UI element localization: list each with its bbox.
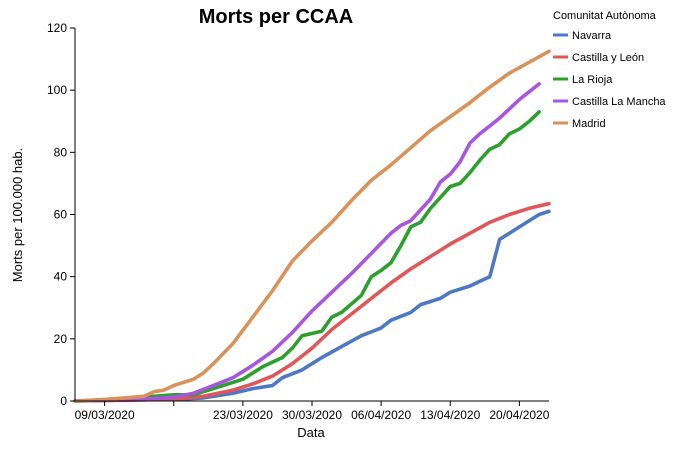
legend-label-navarra: Navarra bbox=[572, 30, 612, 42]
y-tick-label: 100 bbox=[47, 83, 67, 97]
legend: Navarra Castilla y León La Rioja Castilla L… bbox=[553, 30, 666, 130]
x-axis-title: Data bbox=[297, 425, 325, 440]
series-line-madrid bbox=[73, 49, 551, 403]
y-tick-label: 20 bbox=[54, 332, 68, 346]
x-tick-label: 09/03/2020 bbox=[75, 408, 135, 422]
series-line-navarra bbox=[73, 209, 551, 403]
y-tick-label: 80 bbox=[54, 145, 68, 159]
y-axis-ticks: 0 20 40 60 80 100 120 bbox=[47, 21, 75, 408]
y-tick-label: 60 bbox=[54, 208, 68, 222]
legend-label-la-rioja: La Rioja bbox=[572, 74, 613, 86]
x-tick-label: 13/04/2020 bbox=[420, 408, 480, 422]
y-axis-title: Morts per 100.000 hab. bbox=[10, 148, 25, 282]
x-tick-label: 30/03/2020 bbox=[282, 408, 342, 422]
y-tick-label: 0 bbox=[60, 394, 67, 408]
legend-label-castilla-y-le-n: Castilla y León bbox=[572, 52, 644, 64]
y-tick-label: 120 bbox=[47, 21, 67, 35]
x-tick-label: 23/03/2020 bbox=[213, 408, 273, 422]
legend-label-castilla-la-mancha: Castilla La Mancha bbox=[572, 96, 666, 108]
chart-title: Morts per CCAA bbox=[199, 6, 353, 28]
series-line-castilla-la-mancha bbox=[73, 82, 541, 403]
legend-title: Comunitat Autònoma bbox=[553, 10, 657, 22]
y-tick-label: 40 bbox=[54, 270, 68, 284]
x-tick-label: 06/04/2020 bbox=[351, 408, 411, 422]
series-line-castilla-y-le-n bbox=[73, 201, 551, 403]
legend-label-madrid: Madrid bbox=[572, 118, 606, 130]
series-line-la-rioja bbox=[73, 110, 541, 403]
x-axis-ticks: 09/03/2020 23/03/2020 30/03/2020 06/04/2020… bbox=[75, 401, 550, 422]
series-layer bbox=[73, 49, 551, 403]
x-tick-label: 20/04/2020 bbox=[489, 408, 549, 422]
